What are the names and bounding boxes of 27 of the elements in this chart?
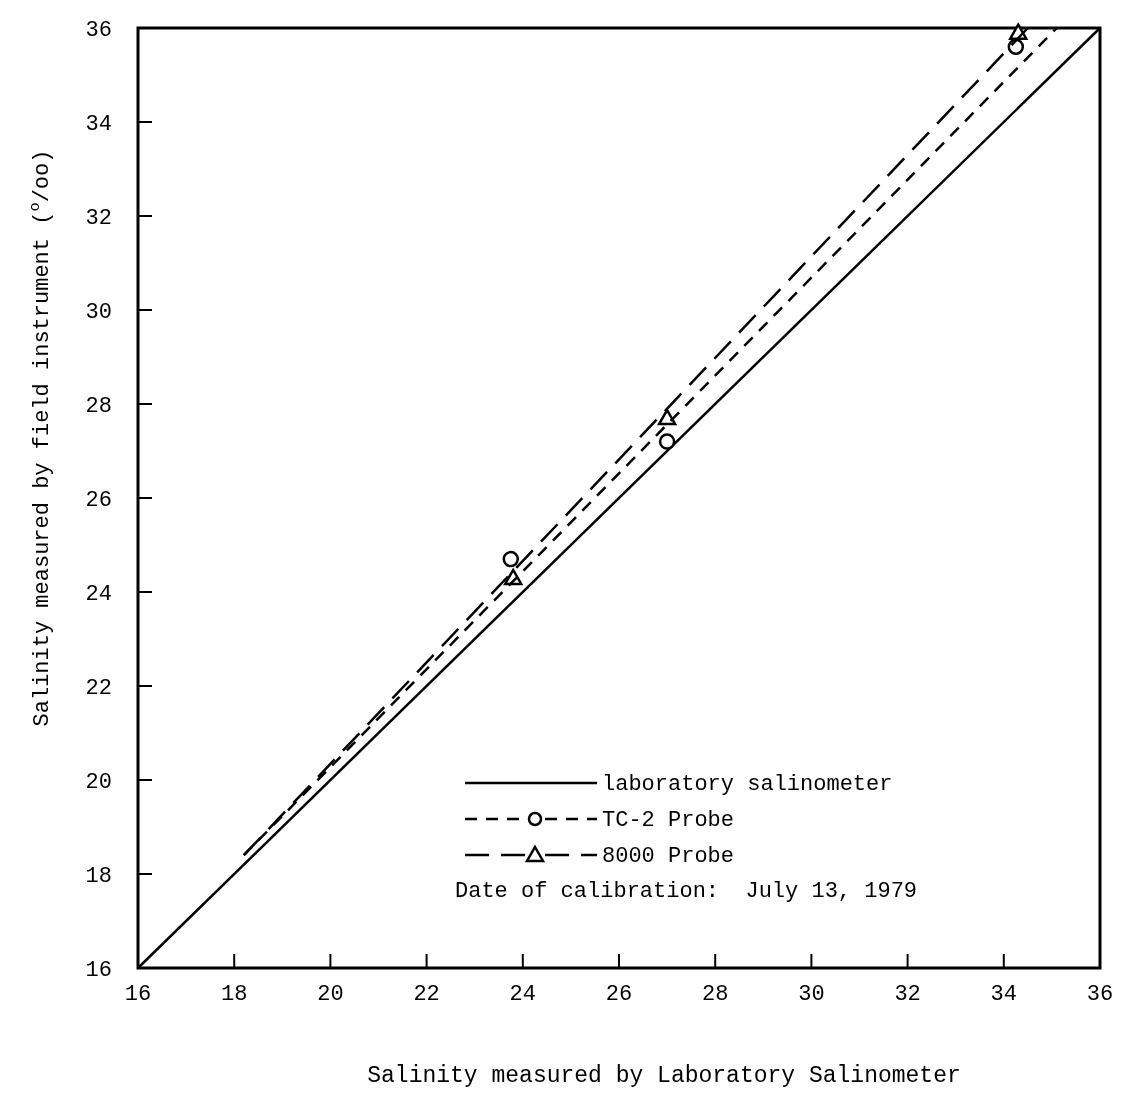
x-tick-label: 18 bbox=[221, 982, 248, 1007]
y-tick-label: 24 bbox=[85, 581, 112, 607]
x-tick-label: 30 bbox=[798, 982, 825, 1007]
x-tick-label: 22 bbox=[413, 982, 440, 1007]
y-tick-label: 34 bbox=[85, 111, 112, 137]
legend-label: laboratory salinometer bbox=[602, 771, 893, 797]
x-tick-label: 20 bbox=[317, 982, 344, 1007]
y-tick-label: 20 bbox=[85, 769, 112, 795]
x-tick-label: 32 bbox=[894, 982, 921, 1007]
x-axis-title: Salinity measured by Laboratory Salinometer bbox=[367, 1063, 961, 1089]
y-tick-label: 36 bbox=[85, 17, 112, 43]
legend-label: 8000 Probe bbox=[602, 843, 735, 869]
x-tick-label: 24 bbox=[509, 982, 536, 1007]
x-tick-label: 36 bbox=[1086, 982, 1114, 1007]
y-tick-label: 30 bbox=[85, 299, 112, 325]
x-tick-label: 34 bbox=[990, 982, 1017, 1007]
y-tick-label: 18 bbox=[85, 863, 112, 889]
y-tick-label: 28 bbox=[85, 393, 112, 419]
x-tick-label: 26 bbox=[605, 982, 633, 1007]
x-tick-label: 28 bbox=[702, 982, 729, 1007]
annotation: Date of calibration: July 13, 1979 bbox=[455, 879, 918, 904]
y-tick-label: 32 bbox=[85, 205, 112, 231]
y-tick-label: 26 bbox=[85, 487, 112, 513]
x-tick-label: 16 bbox=[124, 982, 152, 1007]
y-tick-label: 22 bbox=[85, 675, 112, 701]
legend-label: TC-2 Probe bbox=[602, 807, 735, 833]
y-tick-label: 16 bbox=[85, 957, 112, 983]
